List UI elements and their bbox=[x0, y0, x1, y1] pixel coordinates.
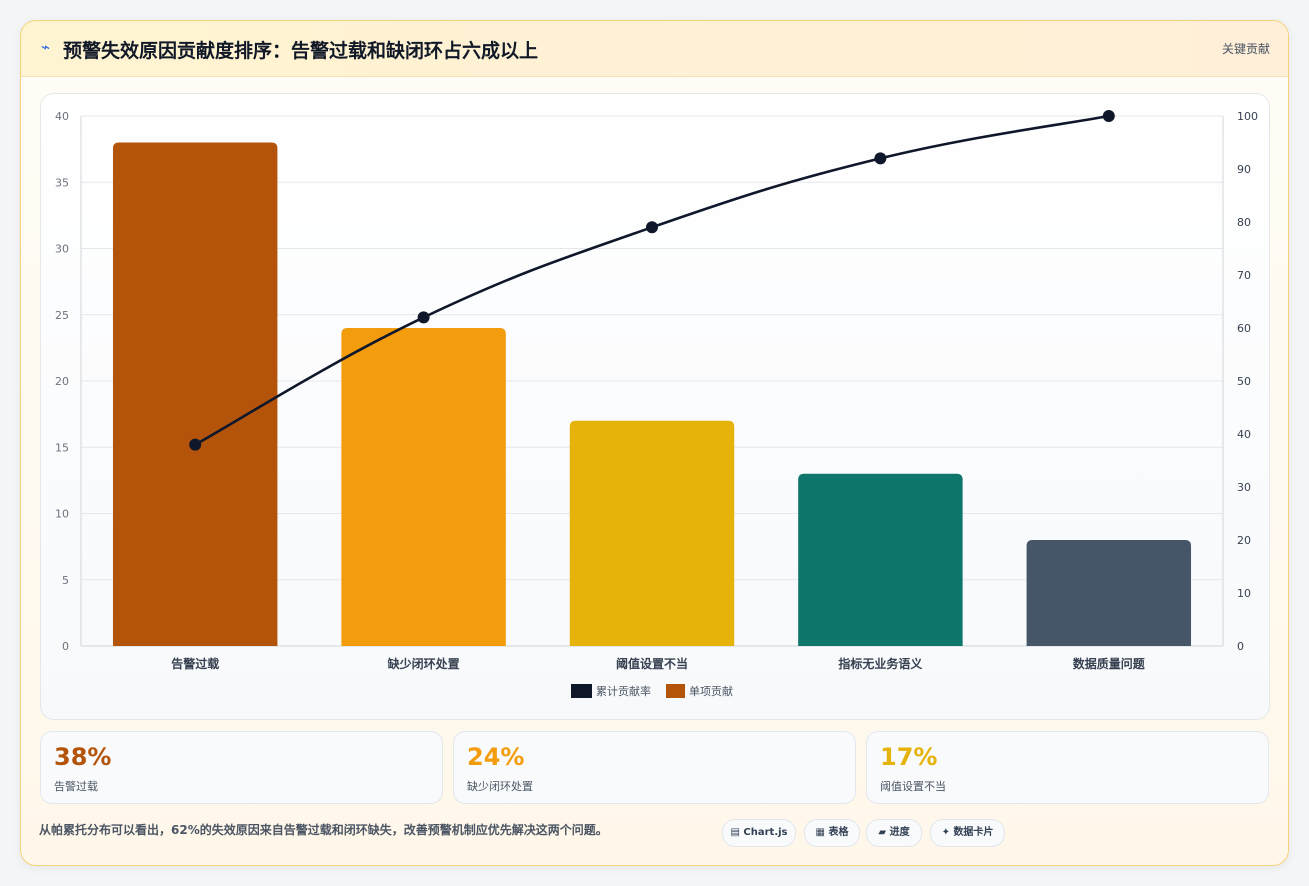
stat-label: 告警过载 bbox=[54, 780, 98, 793]
cumulative-point bbox=[1102, 110, 1115, 122]
bar bbox=[112, 142, 278, 646]
card-title: 预警失效原因贡献度排序：告警过载和缺闭环占六成以上 bbox=[63, 40, 539, 62]
cumulative-point bbox=[417, 311, 430, 324]
y2-tick-label: 60 bbox=[1237, 322, 1251, 335]
summary-text: 从帕累托分布可以看出，62%的失效原因来自告警过载和闭环缺失，改善预警机制应优先… bbox=[39, 823, 608, 837]
legend-label: 单项贡献 bbox=[689, 684, 733, 698]
y2-tick-label: 90 bbox=[1237, 163, 1251, 176]
stat-label: 缺少闭环处置 bbox=[467, 780, 533, 793]
y-tick-label: 5 bbox=[62, 574, 69, 587]
y2-tick-label: 20 bbox=[1237, 534, 1251, 547]
chart-svg: 0 5 10 15 20 25 30 35 40 0 10 20 30 40 50 60 70 80 90 100 告警… bbox=[55, 110, 1258, 698]
cumulative-point bbox=[646, 221, 658, 234]
bar bbox=[341, 328, 506, 646]
y-tick-label: 30 bbox=[55, 243, 69, 256]
y2-tick-label: 30 bbox=[1237, 481, 1251, 494]
stat-card-2: 24% 缺少闭环处置 bbox=[453, 731, 856, 804]
card-header: ⌁ 预警失效原因贡献度排序：告警过载和缺闭环占六成以上 关键贡献 bbox=[21, 21, 1288, 77]
y2-tick-label: 10 bbox=[1237, 587, 1251, 600]
y2-tick-label: 40 bbox=[1237, 428, 1251, 441]
stat-value: 38% bbox=[54, 743, 112, 771]
y-tick-label: 20 bbox=[55, 375, 69, 388]
y-tick-label: 40 bbox=[55, 110, 69, 123]
pareto-chart: 0 5 10 15 20 25 30 35 40 0 10 20 30 40 50 60 70 80 90 100 告警… bbox=[40, 93, 1270, 720]
chart-icon: ▤ bbox=[730, 827, 740, 838]
y2-tick-label: 80 bbox=[1237, 216, 1251, 229]
stat-value: 24% bbox=[467, 743, 525, 771]
y2-tick-label: 100 bbox=[1237, 110, 1258, 123]
x-tick-label: 缺少闭环处置 bbox=[388, 656, 460, 671]
chartjs-pill[interactable]: ▤ Chart.js bbox=[722, 819, 796, 847]
stat-card-1: 38% 告警过载 bbox=[40, 731, 443, 804]
y2-tick-label: 50 bbox=[1237, 375, 1251, 388]
datacard-pill[interactable]: ✦ 数据卡片 bbox=[930, 819, 1005, 847]
bar bbox=[1026, 540, 1192, 646]
table-icon: ▦ bbox=[815, 827, 825, 838]
stat-label: 阈值设置不当 bbox=[880, 780, 946, 793]
progress-pill[interactable]: ▰ 进度 bbox=[866, 819, 922, 847]
bar bbox=[569, 420, 735, 646]
y-tick-label: 0 bbox=[62, 640, 69, 653]
stat-card-3: 17% 阈值设置不当 bbox=[866, 731, 1269, 804]
y-tick-label: 10 bbox=[55, 508, 69, 521]
cumulative-line bbox=[194, 114, 1110, 446]
lightning-icon: ⌁ bbox=[41, 38, 51, 56]
y-tick-label: 25 bbox=[55, 309, 69, 322]
header-tag: 关键贡献 bbox=[1221, 42, 1270, 56]
cumulative-point bbox=[874, 152, 887, 165]
legend-label: 累计贡献率 bbox=[596, 684, 651, 698]
y-tick-label: 15 bbox=[55, 441, 69, 454]
y2-tick-label: 70 bbox=[1237, 269, 1251, 282]
chart-card: ⌁ 预警失效原因贡献度排序：告警过载和缺闭环占六成以上 关键贡献 0 5 10 15 2… bbox=[20, 20, 1289, 866]
table-pill[interactable]: ▦ 表格 bbox=[804, 819, 860, 847]
sparkle-icon: ✦ bbox=[941, 827, 950, 838]
progress-icon: ▰ bbox=[878, 827, 887, 838]
legend-swatch-line bbox=[571, 684, 592, 698]
y-tick-label: 35 bbox=[55, 176, 69, 189]
cumulative-point bbox=[189, 438, 202, 451]
bar bbox=[798, 473, 963, 646]
x-tick-label: 告警过载 bbox=[171, 656, 219, 671]
x-tick-label: 指标无业务语义 bbox=[838, 656, 923, 671]
legend-swatch-bar bbox=[666, 684, 685, 698]
x-tick-label: 数据质量问题 bbox=[1073, 656, 1146, 671]
x-tick-label: 阈值设置不当 bbox=[616, 656, 688, 671]
y2-tick-label: 0 bbox=[1237, 640, 1244, 653]
stat-value: 17% bbox=[880, 743, 938, 771]
